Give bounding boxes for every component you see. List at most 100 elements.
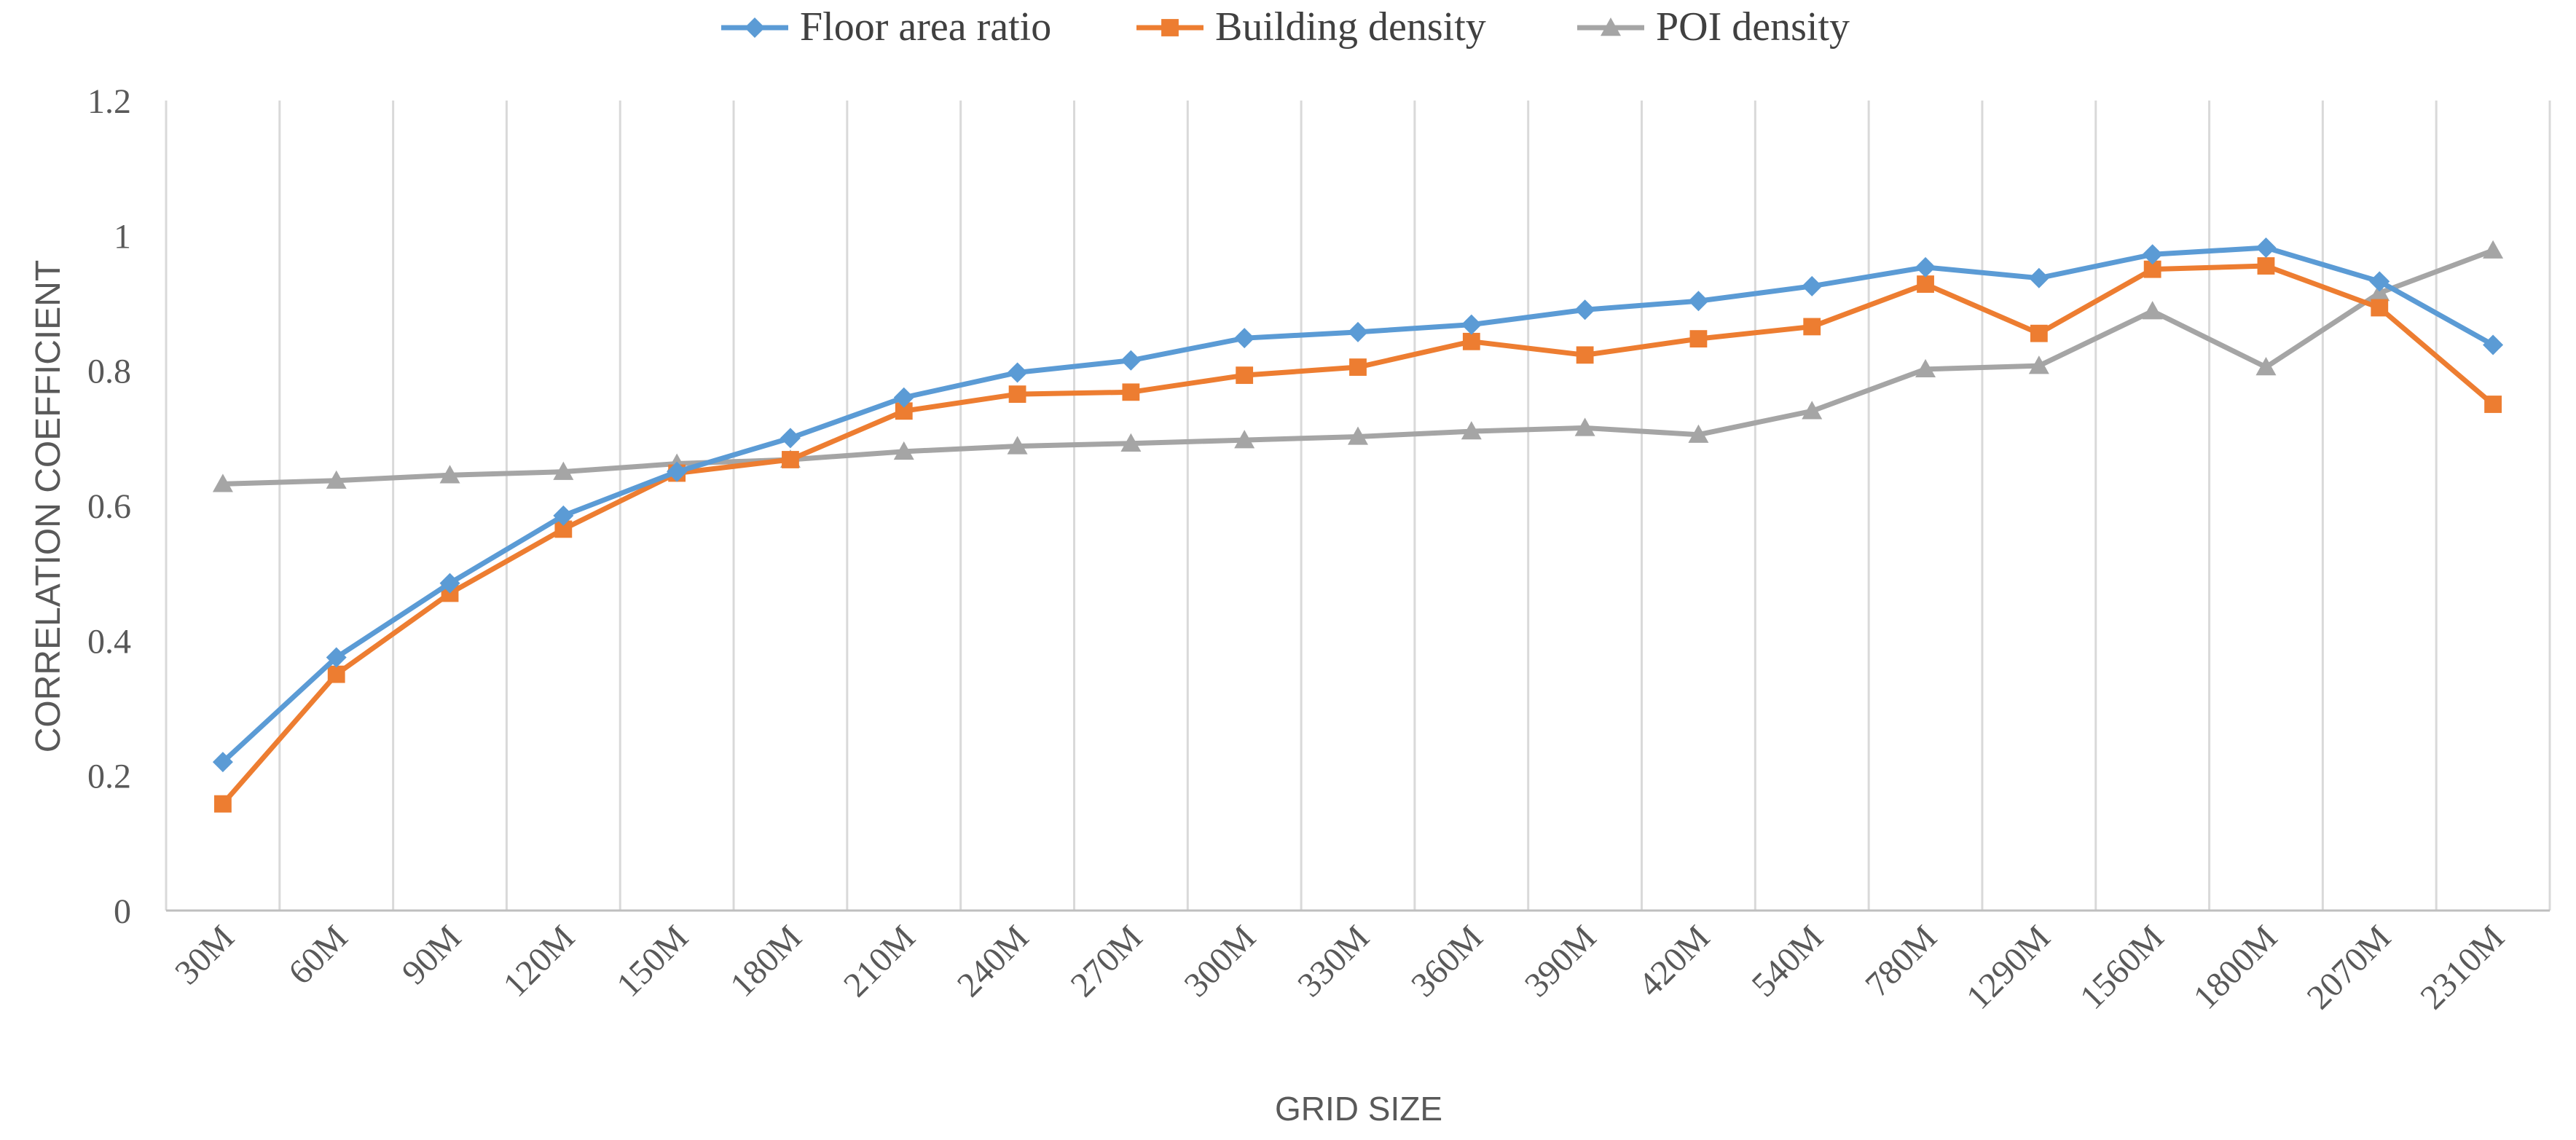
legend-label: POI density: [1656, 4, 1850, 50]
data-point: [895, 402, 913, 420]
data-point: [439, 465, 460, 484]
series-floor-area-ratio: [212, 237, 2504, 773]
legend-marker: [1161, 19, 1179, 36]
data-point: [893, 387, 914, 408]
y-tick-label: 0.8: [87, 353, 131, 391]
data-point: [1802, 401, 1823, 420]
data-point: [1122, 383, 1140, 401]
data-point: [1576, 346, 1594, 364]
y-tick-label: 0.4: [87, 622, 131, 661]
y-tick-label: 0: [114, 892, 131, 931]
data-point: [1574, 417, 1595, 436]
data-point: [893, 441, 914, 460]
data-point: [2255, 357, 2277, 376]
data-point: [1462, 332, 1480, 350]
data-point: [1348, 321, 1368, 342]
x-tick-label: 240M: [950, 918, 1037, 1005]
data-point: [212, 473, 233, 492]
series-building-density: [214, 257, 2502, 813]
x-tick-label: 60M: [281, 918, 356, 992]
data-point: [1803, 318, 1821, 336]
data-point: [782, 451, 799, 468]
gridlines: [165, 101, 2551, 911]
data-point: [1688, 291, 1709, 312]
data-point: [326, 647, 347, 668]
data-point: [553, 505, 574, 526]
data-point: [1917, 275, 1934, 293]
x-tick-label: 2310M: [2413, 918, 2512, 1017]
data-point: [2255, 237, 2277, 259]
x-tick-label: 540M: [1744, 918, 1831, 1005]
data-point: [2257, 257, 2275, 275]
data-point: [1688, 424, 1709, 443]
data-point: [2483, 334, 2504, 355]
legend-marker: [1601, 17, 1621, 36]
data-point: [1236, 366, 1254, 385]
x-tick-label: 300M: [1177, 918, 1263, 1005]
data-point: [2142, 301, 2163, 320]
x-tick-label: 2070M: [2300, 918, 2399, 1017]
data-point: [2483, 240, 2504, 259]
data-point: [1349, 358, 1367, 376]
data-point: [1234, 430, 1255, 449]
x-tick-label: 30M: [168, 918, 242, 992]
data-point: [1348, 426, 1368, 445]
legend: Floor area ratio Building density POI dens…: [721, 4, 1850, 50]
data-point: [553, 461, 574, 480]
data-point: [2143, 260, 2161, 278]
data-point: [780, 428, 801, 449]
data-point: [1461, 421, 1482, 440]
data-point: [2369, 283, 2390, 302]
data-point: [439, 573, 460, 594]
y-tick-label: 1: [114, 217, 131, 256]
data-point: [1120, 350, 1142, 371]
y-tick-label: 0.6: [87, 487, 131, 526]
data-point: [1008, 385, 1026, 403]
legend-item: POI density: [1577, 4, 1850, 50]
data-point: [2371, 299, 2389, 317]
data-point: [2028, 267, 2049, 288]
data-point: [214, 795, 232, 813]
data-point: [1120, 433, 1142, 452]
data-point: [1802, 275, 1823, 296]
legend-label: Floor area ratio: [800, 4, 1051, 50]
legend-item: Floor area ratio: [721, 4, 1051, 50]
data-point: [2030, 324, 2048, 342]
series-lines: [212, 237, 2504, 813]
x-tick-label: 1560M: [2073, 918, 2172, 1017]
x-tick-label: 120M: [496, 918, 583, 1005]
legend-label: Building density: [1215, 4, 1486, 50]
x-tick-label: 1290M: [1959, 918, 2058, 1017]
data-point: [2142, 244, 2163, 265]
y-axis-title: CORRELATION COEFFICIENT: [29, 260, 68, 752]
x-tick-label: 90M: [395, 918, 469, 992]
data-point: [326, 470, 347, 489]
data-point: [2484, 396, 2502, 413]
data-point: [1461, 314, 1482, 335]
data-point: [1007, 362, 1028, 383]
legend-marker: [745, 17, 765, 38]
data-point: [212, 752, 233, 773]
x-axis-title: GRID SIZE: [1275, 1090, 1442, 1128]
x-tick-label: 210M: [836, 918, 923, 1005]
x-tick-label: 390M: [1517, 918, 1604, 1005]
data-point: [1574, 299, 1595, 321]
x-tick-label: 180M: [723, 918, 809, 1005]
data-point: [554, 520, 573, 538]
x-tick-label: 360M: [1404, 918, 1491, 1005]
x-tick-label: 150M: [609, 918, 696, 1005]
x-tick-label: 1800M: [2186, 918, 2285, 1017]
axes: 0 0.2 0.4 0.6 0.8 1 1.2 30M 60M 90M 120M 150M 180M 21…: [87, 82, 2550, 1017]
data-point: [327, 665, 345, 683]
x-tick-label: 330M: [1290, 918, 1377, 1005]
x-tick-label: 420M: [1631, 918, 1718, 1005]
x-tick-label: 270M: [1064, 918, 1150, 1005]
x-tick-label: 780M: [1858, 918, 1944, 1005]
data-point: [1234, 328, 1255, 349]
data-point: [2028, 355, 2049, 374]
y-tick-label: 1.2: [87, 82, 131, 121]
legend-item: Building density: [1136, 4, 1486, 50]
data-point: [1689, 330, 1708, 348]
